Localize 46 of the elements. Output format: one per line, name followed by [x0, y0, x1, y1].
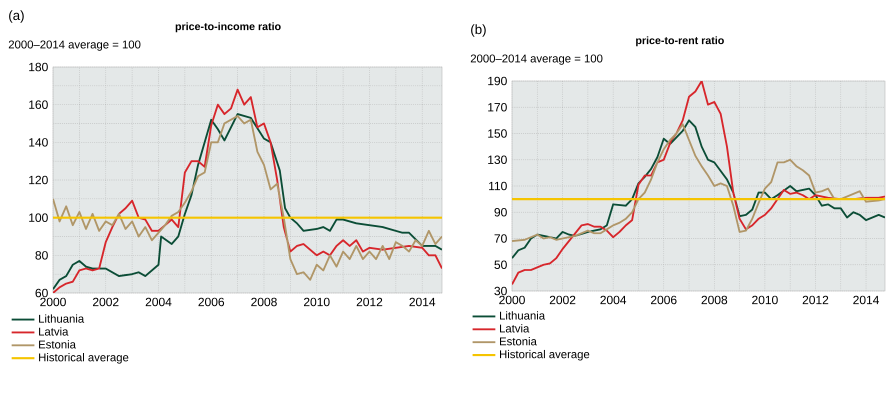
x-tick-label: 2000 — [499, 296, 525, 304]
x-tick-label: 2002 — [93, 298, 118, 306]
y-tick-label: 110 — [489, 182, 507, 190]
y-tick-label: 140 — [29, 138, 48, 147]
y-tick-label: 130 — [488, 155, 507, 164]
legend-label: Estonia — [500, 337, 537, 346]
text: (b) — [471, 24, 486, 37]
y-tick-label: 160 — [29, 100, 48, 109]
x-tick-label: 2002 — [550, 296, 576, 304]
legend-label: Historical average — [500, 350, 590, 360]
x-tick-label: 2000 — [40, 298, 66, 306]
legend-label: Historical average — [39, 353, 128, 364]
x-tick-label: 2014 — [409, 298, 436, 306]
x-tick-label: 2008 — [702, 296, 728, 304]
x-tick-label: 2010 — [304, 298, 330, 306]
y-tick-label: 150 — [488, 129, 507, 138]
y-axis-title: 2000–2014 average = 100 — [8, 40, 140, 51]
y-tick-label: 30 — [494, 286, 507, 296]
chart-title: price-to-income ratio — [176, 22, 281, 32]
x-tick-label: 2012 — [356, 298, 382, 306]
y-axis-title: 2000–2014 average = 100 — [470, 54, 602, 65]
x-tick-label: 2004 — [600, 296, 626, 304]
y-tick-label: 190 — [488, 76, 507, 86]
y-tick-label: 50 — [494, 260, 507, 270]
x-tick-label: 2008 — [251, 298, 277, 306]
x-tick-label: 2004 — [146, 298, 172, 306]
y-tick-label: 90 — [494, 208, 507, 217]
x-tick-label: 2014 — [853, 296, 880, 304]
y-tick-label: 60 — [36, 288, 48, 298]
legend-label: Latvia — [39, 327, 68, 336]
y-tick-label: 180 — [29, 62, 48, 72]
y-tick-label: 170 — [488, 102, 507, 112]
legend-label: Latvia — [500, 324, 530, 332]
text: (a) — [9, 10, 24, 23]
chart-title: price-to-rent ratio — [636, 36, 724, 46]
x-tick-label: 2006 — [198, 298, 224, 306]
x-tick-label: 2006 — [650, 296, 677, 304]
y-tick-label: 100 — [29, 213, 48, 222]
y-tick-label: 80 — [35, 251, 48, 260]
legend-label: Lithuania — [500, 311, 546, 320]
x-tick-label: 2012 — [802, 296, 828, 304]
y-tick-label: 120 — [29, 176, 48, 184]
legend-label: Lithuania — [39, 314, 84, 323]
legend-label: Estonia — [39, 340, 76, 348]
y-tick-label: 70 — [494, 234, 507, 243]
x-tick-label: 2010 — [752, 296, 778, 304]
